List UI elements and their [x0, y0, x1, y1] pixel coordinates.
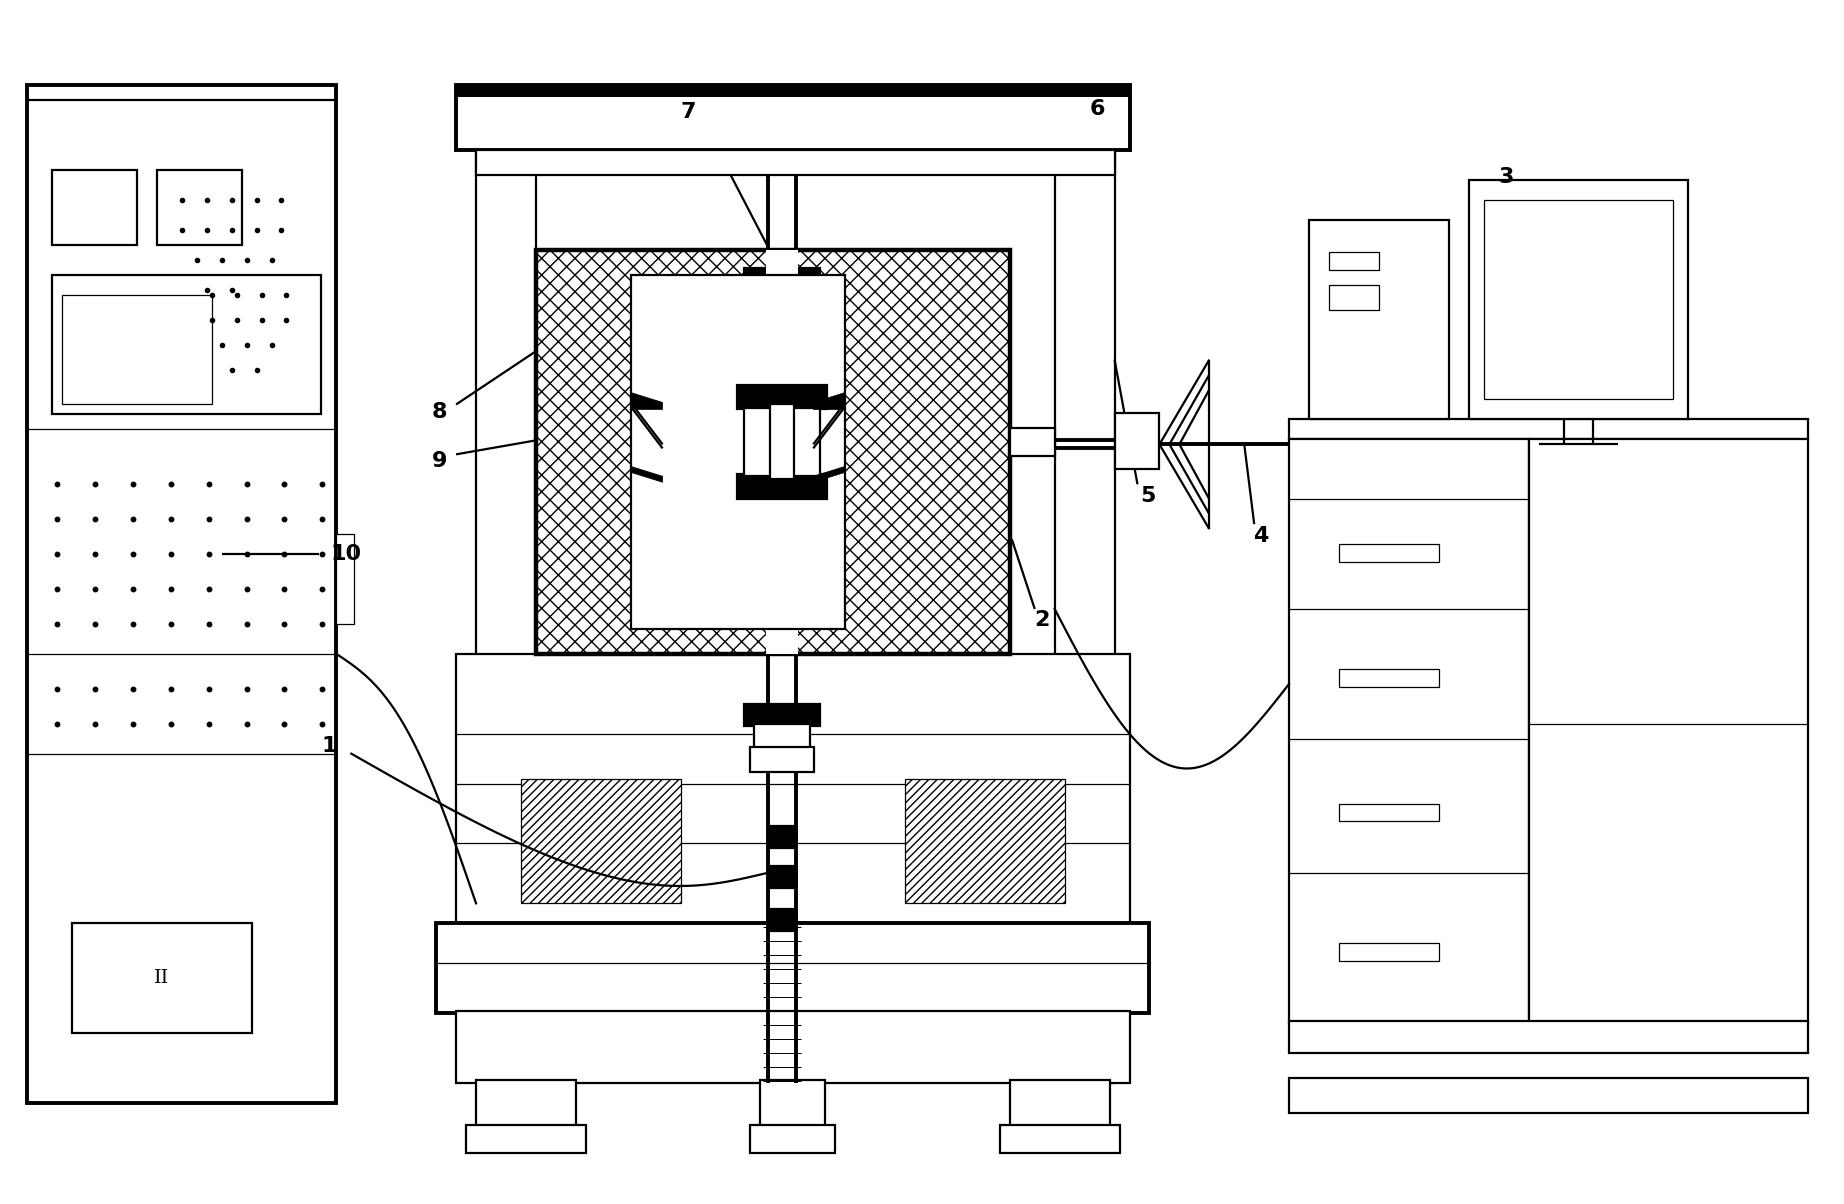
- Bar: [455, 85, 1130, 98]
- Bar: [631, 275, 845, 628]
- Bar: [1289, 1021, 1807, 1054]
- Bar: [1114, 413, 1160, 470]
- Text: 6: 6: [1090, 99, 1105, 119]
- Bar: [336, 535, 354, 624]
- Bar: [52, 170, 136, 244]
- Text: 9: 9: [431, 452, 446, 471]
- Bar: [754, 724, 810, 749]
- Bar: [467, 1125, 586, 1152]
- Text: 7: 7: [680, 102, 697, 122]
- Bar: [63, 295, 212, 405]
- Bar: [754, 287, 810, 314]
- Text: 2: 2: [1034, 610, 1049, 630]
- Bar: [1011, 1080, 1110, 1128]
- Polygon shape: [631, 393, 662, 409]
- Bar: [1055, 150, 1114, 1082]
- Bar: [1309, 220, 1449, 419]
- Bar: [476, 1080, 575, 1128]
- Text: 1: 1: [321, 736, 337, 756]
- Bar: [537, 249, 1011, 654]
- Bar: [455, 85, 1130, 150]
- Text: 5: 5: [1140, 486, 1154, 506]
- Bar: [738, 384, 828, 409]
- Bar: [767, 249, 798, 654]
- Bar: [745, 704, 821, 726]
- Bar: [1289, 439, 1529, 1023]
- Bar: [1484, 200, 1673, 400]
- Bar: [537, 249, 1011, 654]
- Bar: [1339, 943, 1438, 961]
- Bar: [72, 923, 251, 1033]
- Bar: [1529, 439, 1807, 1023]
- Bar: [476, 150, 537, 1082]
- Text: II: II: [155, 969, 170, 987]
- Bar: [1330, 284, 1379, 309]
- Bar: [745, 408, 821, 477]
- Bar: [28, 85, 336, 1103]
- Polygon shape: [813, 393, 845, 409]
- Text: 10: 10: [330, 544, 361, 565]
- Polygon shape: [631, 466, 662, 483]
- Bar: [1339, 669, 1438, 686]
- Bar: [751, 1125, 835, 1152]
- Bar: [751, 746, 815, 772]
- Polygon shape: [813, 466, 845, 483]
- Bar: [745, 267, 821, 290]
- Bar: [520, 779, 680, 903]
- Bar: [905, 779, 1064, 903]
- Bar: [760, 1080, 826, 1128]
- Bar: [1339, 544, 1438, 562]
- Text: 3: 3: [1499, 167, 1514, 187]
- Bar: [1011, 429, 1055, 456]
- Bar: [455, 654, 1130, 923]
- Bar: [1289, 1078, 1807, 1112]
- Bar: [769, 867, 797, 889]
- Bar: [738, 474, 828, 500]
- Bar: [1468, 179, 1689, 419]
- Bar: [455, 1011, 1130, 1082]
- Bar: [999, 1125, 1119, 1152]
- Bar: [476, 150, 1114, 175]
- Bar: [52, 275, 321, 414]
- Bar: [1289, 419, 1807, 439]
- Bar: [437, 923, 1149, 1013]
- Bar: [1339, 803, 1438, 821]
- Bar: [751, 313, 815, 343]
- Bar: [769, 826, 797, 849]
- Text: 4: 4: [1254, 526, 1269, 547]
- Bar: [1330, 252, 1379, 270]
- Bar: [157, 170, 242, 244]
- Bar: [769, 909, 797, 931]
- Text: 8: 8: [431, 402, 446, 423]
- Bar: [771, 405, 795, 479]
